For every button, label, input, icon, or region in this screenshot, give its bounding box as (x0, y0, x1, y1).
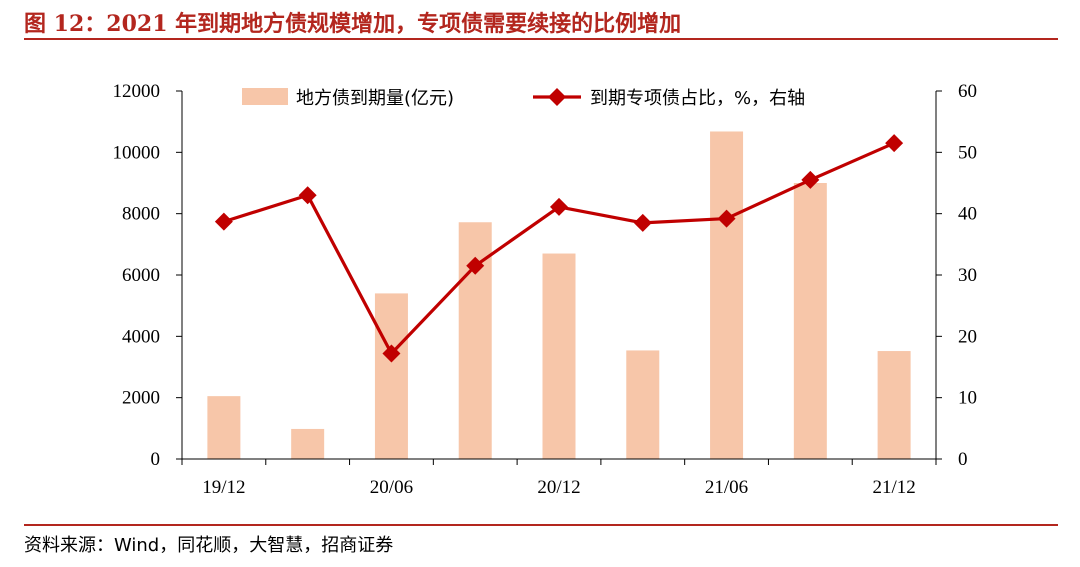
axes: 0 2000 4000 6000 8000 10000 12000 0 10 20 30 40 50 60… (113, 81, 978, 498)
y-left-tick-label: 12000 (113, 81, 161, 102)
bar-20/03 (291, 428, 325, 459)
y-left-tick-label: 0 (151, 449, 161, 470)
legend-line-label: 到期专项债占比，%，右轴 (590, 88, 805, 109)
y-right-tick-label: 40 (958, 204, 977, 225)
figure-title: 图 12：2021 年到期地方债规模增加，专项债需要续接的比例增加 (24, 11, 682, 37)
x-tick-label: 19/12 (202, 477, 245, 498)
y-left-tick-label: 10000 (113, 142, 161, 163)
y-left-tick-label: 6000 (122, 265, 160, 286)
line-point-21/03 (633, 213, 652, 232)
bar-19/12 (207, 396, 241, 459)
title-divider (24, 38, 1058, 40)
y-right-tick-label: 50 (958, 142, 977, 163)
y-right-tick-label: 20 (958, 326, 977, 347)
legend-bar-label: 地方债到期量(亿元) (296, 88, 454, 109)
x-tick-label: 21/12 (872, 477, 915, 498)
bar-21/03 (626, 350, 660, 459)
line-point-21/12 (885, 134, 904, 153)
legend-line-marker (548, 88, 566, 106)
y-left-tick-label: 2000 (122, 388, 160, 409)
y-left-tick-label: 8000 (122, 204, 160, 225)
line-point-20/09 (466, 256, 485, 275)
line-point-19/12 (214, 212, 233, 231)
bar-21/09 (793, 183, 827, 459)
line-point-20/12 (550, 197, 568, 216)
y-right-tick-label: 10 (958, 388, 977, 409)
bar-21/12 (877, 351, 911, 459)
x-tick-label: 21/06 (705, 477, 748, 498)
line-point-21/06 (717, 209, 736, 228)
chart: 0 2000 4000 6000 8000 10000 12000 0 10 20 30 40 50 60… (113, 81, 978, 498)
bar-20/06 (374, 293, 408, 459)
y-left-tick-label: 4000 (122, 326, 160, 347)
line-point-20/03 (298, 186, 317, 205)
x-tick-label: 20/12 (537, 477, 580, 498)
y-right-tick-label: 30 (958, 265, 977, 286)
source-note: 资料来源：Wind，同花顺，大智慧，招商证券 (24, 535, 394, 556)
y-right-tick-label: 60 (958, 81, 977, 102)
bar-20/12 (542, 253, 576, 459)
x-tick-label: 20/06 (370, 477, 413, 498)
line-series (214, 134, 904, 363)
line-point-20/06 (382, 344, 401, 363)
bar-21/06 (710, 131, 744, 460)
legend-bar-swatch (242, 88, 288, 105)
legend: 地方债到期量(亿元) 到期专项债占比，%，右轴 (242, 88, 805, 109)
line-point-21/09 (801, 170, 820, 189)
source-divider (24, 524, 1058, 526)
y-right-tick-label: 0 (958, 449, 968, 470)
